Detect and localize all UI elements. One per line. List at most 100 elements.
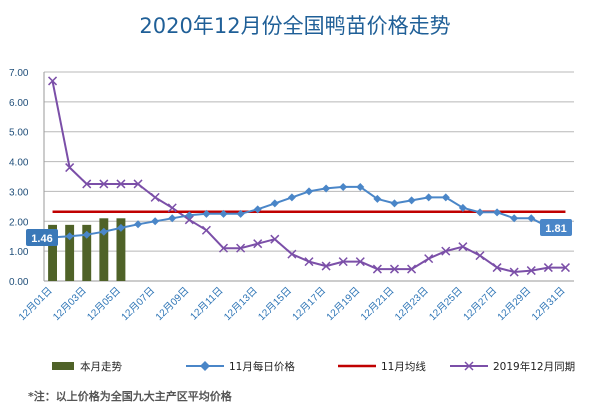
x-axis-ticks: 12月01日12月03日12月05日12月07日12月09日12月11日12月1… [16,285,567,323]
legend-label-2019: 2019年12月同期 [493,360,575,373]
diamond-marker [168,214,177,223]
y-tick-label: 3.00 [9,187,29,198]
last-value-label: 1.81 [545,223,566,235]
x-tick-label: 12月05日 [85,285,123,323]
x-marker [543,263,553,273]
line-series-layer [51,80,566,273]
x-marker [475,251,485,261]
x-marker [407,264,417,274]
legend-bar-swatch [52,362,74,370]
legend-label-nov-daily: 11月每日价格 [229,360,295,373]
marker-layer [48,76,570,277]
x-marker [560,263,570,273]
diamond-marker [82,230,91,239]
diamond-marker [458,203,467,212]
diamond-marker [270,199,279,208]
diamond-marker [407,196,416,205]
x-marker [99,179,109,189]
x-marker [338,257,348,267]
x-marker [116,179,126,189]
bar-12月02日 [65,224,75,281]
x-tick-label: 12月17日 [290,285,328,323]
diamond-marker [65,232,74,241]
diamond-marker [356,182,365,191]
x-marker [526,266,536,276]
x-marker [167,203,177,213]
x-tick-label: 12月23日 [392,285,430,323]
diamond-marker [390,199,399,208]
x-marker [253,239,263,249]
x-marker [509,267,519,277]
x-marker [287,249,297,259]
first-value-callout: 1.46 [26,229,58,246]
x-tick-label: 12月19日 [324,285,362,323]
diamond-marker [151,217,160,226]
diamond-marker [424,193,433,202]
x-marker [355,257,365,267]
legend: 本月走势 11月每日价格 11月均线 2019年12月同期 [52,360,575,373]
legend-diamond-marker [200,361,210,371]
legend-item-nov-daily: 11月每日价格 [186,360,295,373]
x-marker [304,257,314,267]
bar-12月05日 [116,218,126,281]
y-tick-label: 1.00 [9,247,29,258]
diamond-marker [527,214,536,223]
x-marker [150,192,160,202]
diamond-marker [510,214,519,223]
x-tick-label: 12月15日 [256,285,294,323]
x-marker [270,234,280,244]
prior-year-line [51,80,566,273]
x-marker [372,264,382,274]
legend-label-bar: 本月走势 [80,360,122,373]
diamond-marker [322,184,331,193]
bar-series-layer [48,218,126,281]
diamond-marker [339,182,348,191]
data-label-layer: 1.46 1.81 [26,219,572,246]
diamond-marker [99,227,108,236]
diamond-marker [116,223,125,232]
last-value-callout: 1.81 [540,219,572,236]
x-marker [424,254,434,264]
x-tick-label: 12月09日 [153,285,191,323]
x-marker [389,264,400,274]
diamond-marker [493,208,502,217]
x-tick-label: 12月21日 [358,285,396,323]
chart-title: 2020年12月份全国鸭苗价格走势 [139,14,450,38]
x-tick-label: 12月13日 [221,285,259,323]
x-tick-label: 12月27日 [461,285,499,323]
x-marker [218,243,229,253]
y-axis-ticks: 0.00 1.00 2.00 3.00 4.00 5.00 6.00 7.00 [9,68,29,288]
diamond-marker [202,209,211,218]
x-marker [441,246,451,256]
x-marker [492,263,502,273]
x-tick-label: 12月01日 [16,285,54,323]
diamond-marker [219,209,228,218]
y-tick-label: 7.00 [9,68,29,79]
x-marker [48,76,58,86]
bar-12月04日 [99,218,109,281]
y-tick-label: 0.00 [9,277,29,288]
x-marker [201,225,211,235]
bar-12月01日 [48,224,57,281]
first-value-label: 1.46 [31,233,52,245]
x-marker [82,179,92,189]
x-marker [321,261,331,271]
diamond-marker [236,209,245,218]
x-marker [133,179,143,189]
bar-12月03日 [82,224,92,281]
x-tick-label: 12月03日 [51,285,89,323]
x-tick-label: 12月07日 [119,285,157,323]
y-tick-label: 2.00 [9,217,29,228]
diamond-marker [253,205,262,214]
x-tick-label: 12月29日 [495,285,533,323]
x-tick-label: 12月31日 [529,285,567,323]
y-tick-label: 6.00 [9,98,29,109]
last-value-callout-bg [540,219,572,236]
legend-x-marker [464,361,474,371]
x-marker [458,242,468,252]
y-tick-label: 4.00 [9,158,29,169]
diamond-marker [475,208,484,217]
x-marker [65,163,75,173]
